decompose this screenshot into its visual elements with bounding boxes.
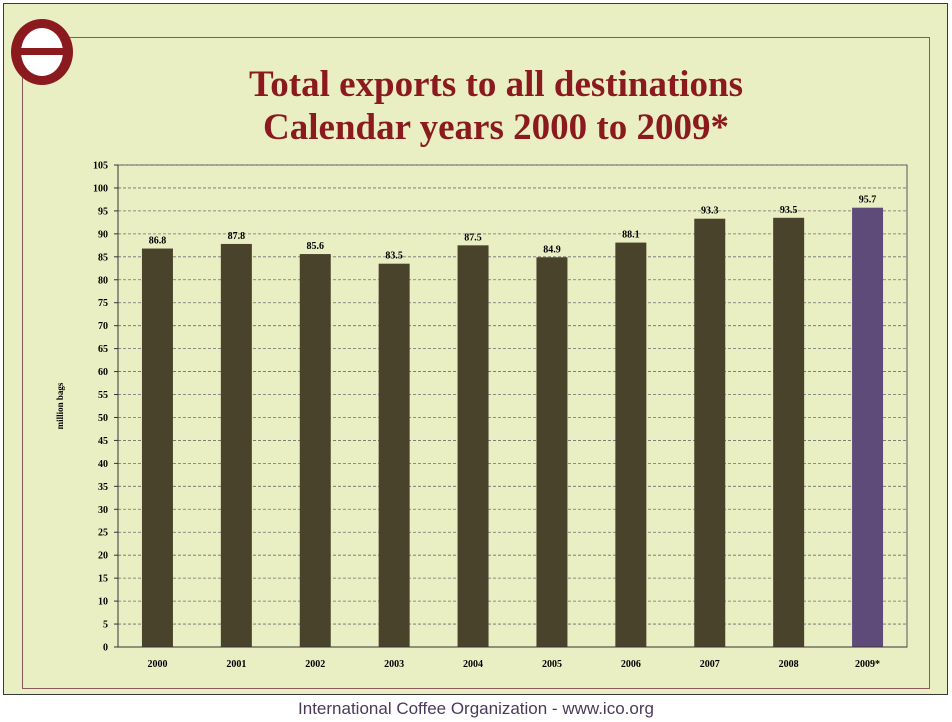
bar (694, 218, 726, 648)
y-tick-label: 40 (98, 459, 108, 470)
data-label: 87.5 (464, 232, 482, 243)
y-tick-label: 65 (98, 344, 108, 355)
x-tick-label: 2003 (384, 659, 404, 670)
bar (457, 245, 489, 648)
data-label: 93.3 (701, 206, 719, 217)
y-tick-label: 105 (93, 161, 108, 172)
y-tick-label: 55 (98, 390, 108, 401)
data-label: 85.6 (307, 241, 325, 252)
y-tick-label: 70 (98, 321, 108, 332)
y-tick-label: 75 (98, 298, 108, 309)
y-tick-label: 50 (98, 413, 108, 424)
y-tick-label: 100 (93, 183, 108, 194)
x-axis: 2000 2001 2002 2003 2004 2005 2006 2007 2008 2009… (118, 646, 907, 670)
chart-title-line-2: Calendar years 2000 to 2009* (263, 107, 729, 148)
y-tick-label: 15 (98, 574, 108, 585)
x-tick-label: 2005 (542, 659, 562, 670)
logo-bar (19, 48, 65, 55)
x-tick-label: 2007 (700, 659, 720, 670)
x-tick-label: 2006 (621, 659, 641, 670)
x-tick-label: 2000 (147, 659, 167, 670)
x-tick-label: 2009* (855, 659, 880, 670)
y-tick-label: 90 (98, 229, 108, 240)
bar (220, 243, 252, 648)
x-tick-label: 2008 (779, 659, 799, 670)
chart-title-line-1: Total exports to all destinations (248, 64, 744, 105)
y-tick-label: 5 (103, 620, 108, 631)
y-tick-label: 35 (98, 482, 108, 493)
y-tick-label: 80 (98, 275, 108, 286)
y-tick-label: 0 (103, 643, 108, 654)
y-tick-label: 25 (98, 528, 108, 539)
y-tick-label: 95 (98, 206, 108, 217)
footer-text: International Coffee Organization - www.… (298, 699, 654, 718)
data-label: 86.8 (149, 236, 167, 247)
chart-frame (22, 37, 930, 689)
bar (141, 248, 173, 647)
y-tick-label: 30 (98, 505, 108, 516)
x-tick-label: 2002 (305, 659, 325, 670)
data-label: 93.5 (780, 205, 798, 216)
data-label: 95.7 (859, 195, 877, 206)
y-tick-label: 10 (98, 597, 108, 608)
x-tick-label: 2001 (226, 659, 246, 670)
bar (378, 263, 410, 647)
bar (773, 217, 805, 648)
bar (299, 254, 331, 647)
data-label: 88.1 (622, 230, 640, 241)
y-axis-label: million bags (55, 382, 65, 429)
y-tick-label: 85 (98, 252, 108, 263)
y-tick-label: 20 (98, 551, 108, 562)
data-label: 84.9 (543, 244, 561, 255)
bar (852, 207, 884, 648)
bars (141, 207, 884, 648)
bar (536, 257, 568, 647)
ico-logo-icon (11, 19, 73, 85)
y-tick-label: 60 (98, 367, 108, 378)
bar (615, 242, 647, 647)
y-tick-label: 45 (98, 436, 108, 447)
data-label: 87.8 (228, 231, 246, 242)
data-label: 83.5 (385, 251, 403, 262)
x-tick-label: 2004 (463, 659, 483, 670)
value-labels: 86.8 87.8 85.6 83.5 87.5 84.9 88.1 93.3 93.5 95.7 (149, 195, 877, 262)
y-axis: 0 5 10 15 20 25 30 35 40 45 50 55 60 65 70 75 80 85 90 95 10… (93, 161, 119, 654)
